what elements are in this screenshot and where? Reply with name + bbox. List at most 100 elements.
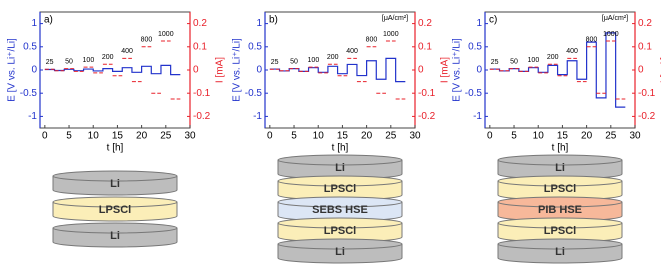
x-tick-label: 10 — [313, 131, 325, 142]
step-label: 800 — [366, 37, 378, 44]
y2-tick-label: 0.1 — [193, 41, 207, 52]
y-tick-label: -0.5 — [245, 88, 263, 99]
step-label: 1000 — [383, 31, 399, 38]
y2-tick-label: 0.2 — [193, 18, 207, 29]
x-tick-label: 5 — [291, 131, 297, 142]
x-tick-label: 25 — [160, 131, 172, 142]
y-tick-label: 1 — [256, 18, 262, 29]
y-tick-label: -1 — [253, 111, 262, 122]
y-tick-label: 0.5 — [468, 41, 482, 52]
layer-top — [277, 217, 403, 229]
y2-axis-title: I [mA] — [215, 57, 226, 83]
x-tick-label: 5 — [511, 131, 517, 142]
x-tick-label: 30 — [184, 131, 196, 142]
step-label: 1000 — [158, 31, 174, 38]
y2-tick-label: 0 — [193, 65, 199, 76]
y2-tick-label: -0.2 — [638, 111, 656, 122]
layer-top — [52, 196, 178, 208]
step-label: 25 — [271, 59, 279, 66]
step-label: 100 — [528, 57, 540, 64]
step-label: 200 — [102, 54, 114, 61]
x-tick-label: 25 — [605, 131, 617, 142]
layer-label: Li — [555, 162, 565, 174]
plot-frame — [264, 11, 416, 129]
layer-top — [497, 217, 623, 229]
panel-label: b) — [269, 15, 278, 26]
layer-top — [497, 154, 623, 166]
layer-top — [52, 222, 178, 234]
y2-tick-label: 0.1 — [418, 41, 432, 52]
x-tick-label: 15 — [112, 131, 124, 142]
layer-label: Li — [335, 246, 345, 258]
layer-label: SEBS HSE — [312, 204, 368, 216]
y2-tick-label: -0.2 — [418, 111, 436, 122]
y-tick-label: 0 — [476, 65, 482, 76]
step-label: 25 — [491, 59, 499, 66]
y2-axis-title: I [mA] — [660, 57, 661, 83]
step-label: 800 — [586, 37, 598, 44]
y-axis-title: E [V vs. Li⁺/Li] — [7, 38, 18, 102]
y-tick-label: 1 — [476, 18, 482, 29]
layer-label: Li — [335, 162, 345, 174]
y2-tick-label: 0.2 — [638, 18, 652, 29]
layer-label: Li — [555, 246, 565, 258]
step-label: 200 — [327, 54, 339, 61]
y2-tick-label: -0.1 — [418, 88, 436, 99]
x-tick-label: 10 — [533, 131, 545, 142]
y2-tick-label: 0.1 — [638, 41, 652, 52]
layer-label: LPSCl — [99, 204, 131, 216]
panel-label: c) — [489, 15, 497, 26]
step-label: 50 — [65, 58, 73, 65]
y-tick-label: -1 — [28, 111, 37, 122]
x-axis-title: t [h] — [332, 143, 349, 154]
y-tick-label: -1 — [473, 111, 482, 122]
x-tick-label: 30 — [409, 131, 421, 142]
layer-label: PIB HSE — [538, 204, 582, 216]
x-tick-label: 0 — [267, 131, 273, 142]
y2-tick-label: -0.1 — [638, 88, 656, 99]
voltage-line — [489, 32, 626, 108]
unit-label: [μA/cm²] — [602, 15, 628, 22]
y-tick-label: 1 — [31, 18, 37, 29]
layer-top — [497, 196, 623, 208]
step-label: 400 — [121, 48, 133, 55]
step-label: 200 — [547, 54, 559, 61]
layer-label: Li — [110, 230, 120, 242]
layer-top — [277, 238, 403, 250]
layer-top — [52, 170, 178, 182]
voltage-line — [269, 57, 406, 83]
layer-top — [497, 238, 623, 250]
step-label: 800 — [141, 37, 153, 44]
x-tick-label: 30 — [629, 131, 641, 142]
layer-top — [497, 175, 623, 187]
y-tick-label: -0.5 — [20, 88, 38, 99]
y2-axis-title: I [mA] — [440, 57, 451, 83]
layer-label: LPSCl — [324, 225, 356, 237]
plot-frame — [484, 11, 636, 129]
y2-tick-label: 0.2 — [418, 18, 432, 29]
voltage-line — [44, 64, 181, 76]
unit-label: [μA/cm²] — [382, 15, 408, 22]
x-tick-label: 10 — [88, 131, 100, 142]
y-tick-label: -0.5 — [465, 88, 483, 99]
step-label: 1000 — [603, 31, 619, 38]
layer-top — [277, 175, 403, 187]
x-tick-label: 5 — [66, 131, 72, 142]
step-label: 400 — [346, 48, 358, 55]
panel-label: a) — [44, 15, 53, 26]
layer-label: LPSCl — [544, 183, 576, 195]
layer-label: LPSCl — [324, 183, 356, 195]
y-tick-label: 0.5 — [248, 41, 262, 52]
x-tick-label: 20 — [361, 131, 373, 142]
x-tick-label: 0 — [42, 131, 48, 142]
step-label: 100 — [83, 57, 95, 64]
x-tick-label: 20 — [136, 131, 148, 142]
layer-label: Li — [110, 178, 120, 190]
y-axis-title: E [V vs. Li⁺/Li] — [232, 38, 243, 102]
layer-top — [277, 154, 403, 166]
x-axis-title: t [h] — [107, 143, 124, 154]
y2-tick-label: 0 — [418, 65, 424, 76]
layer-label: LPSCl — [544, 225, 576, 237]
x-tick-label: 25 — [385, 131, 397, 142]
x-tick-label: 15 — [337, 131, 349, 142]
